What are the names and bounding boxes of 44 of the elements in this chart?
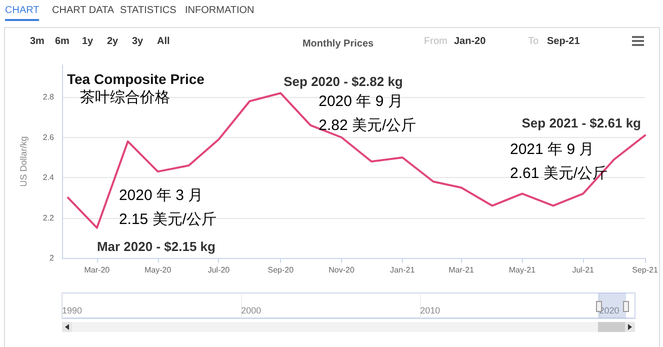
x2-tick-label: 1990 [62,306,82,316]
chart-subtitle: Tea Composite Price [67,71,205,87]
x-tick-label: Mar-21 [448,266,475,274]
text: INFORMATION [185,5,254,16]
y-tick-label: 2 [50,254,55,262]
text: 6m [55,36,70,47]
y-tick-label: 2.8 [42,92,55,102]
x-tick-label: May-20 [144,266,172,274]
text: Jan-20 [454,36,486,47]
x-tick-label: Jul-21 [572,266,595,274]
annotation: Sep 2021 - $2.61 kg [522,115,642,130]
x2-tick-label: 2000 [241,306,262,316]
y-tick-label: 2.6 [42,132,55,142]
text: 2y [107,36,118,47]
x-tick-label: Sep-20 [268,266,294,274]
annotation: 2020 年 3 月 [118,186,204,204]
text: 3y [132,36,144,47]
text: CHART [5,5,40,21]
x-tick-label: May-21 [508,266,536,274]
x-tick-label: Sep-21 [632,266,658,274]
text: From [424,36,448,47]
annotation: 2021 年 9 月 [510,140,594,159]
x-tick-label: Mar-20 [84,266,110,274]
text: Sep-21 [547,36,580,47]
annotation: 2020 年 9 月 [318,93,403,110]
chart-title: Monthly Prices [302,38,374,50]
annotation: 2.15 美元/公斤 [118,210,216,228]
text: CHART DATA [52,5,114,16]
annotation: 茶叶综合价格 [80,88,170,107]
y-tick-label: 2.2 [42,213,55,222]
y-tick-label: 2.4 [42,173,55,182]
text: 1y [82,36,94,47]
text: All [157,36,170,47]
annotation: Sep 2020 - $2.82 kg [284,74,403,90]
x2-tick-label: 2010 [420,306,440,316]
annotation: 2.82 美元/公斤 [318,117,416,134]
text: 3m [30,36,44,47]
annotation: Mar 2020 - $2.15 kg [96,238,216,254]
text: STATISTICS [120,5,176,16]
x-tick-label: Jul-20 [208,266,230,274]
x-tick-label: Jan-21 [390,266,416,274]
x-tick-label: Nov-20 [328,266,355,274]
text: To [528,36,539,47]
y-axis-title: US Dollar/kg [18,136,28,187]
